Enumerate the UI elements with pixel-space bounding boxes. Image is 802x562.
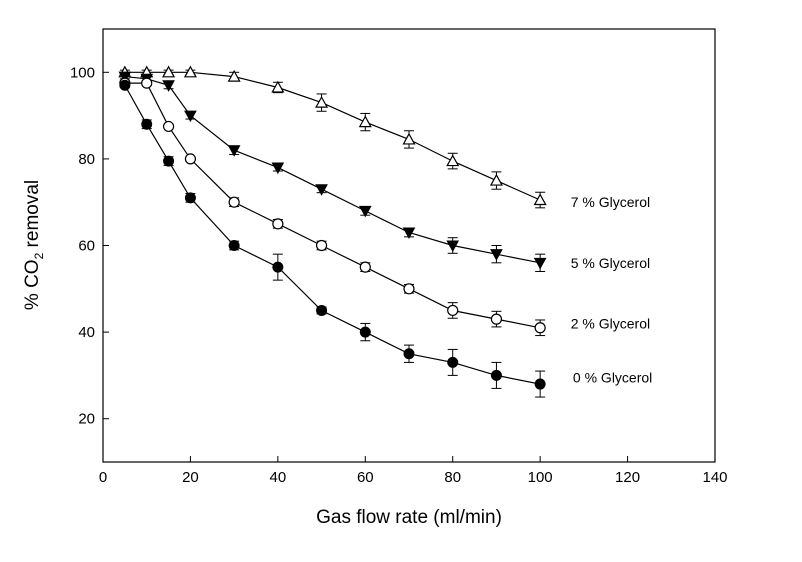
- marker-2-1: [141, 77, 153, 89]
- marker-0-10: [489, 173, 503, 186]
- marker-1-8: [402, 227, 416, 240]
- marker-0-11: [533, 193, 547, 206]
- error-bars: [119, 69, 546, 398]
- x-tick-label-3: 60: [357, 469, 374, 486]
- marker-1-11: [533, 257, 547, 270]
- marker-0-8: [402, 132, 416, 145]
- series-label-0: 7 % Glycerol: [571, 194, 650, 210]
- marker-1-9: [446, 240, 460, 253]
- y-axis-label-subscript: 2: [32, 252, 46, 259]
- marker-1-3: [184, 110, 197, 123]
- marker-1-0: [118, 71, 132, 84]
- series-label-1: 5 % Glycerol: [571, 255, 650, 271]
- series-label-3: 0 % Glycerol: [573, 370, 652, 386]
- marker-3-8: [403, 348, 415, 360]
- series-line-2: [124, 82, 541, 329]
- marker-2-3: [184, 153, 197, 165]
- x-axis-label: Gas flow rate (ml/min): [316, 507, 502, 528]
- marker-0-3: [183, 65, 197, 78]
- series-line-3: [124, 85, 541, 385]
- y-tick-label-4: 100: [70, 64, 95, 81]
- marker-1-7: [358, 205, 372, 218]
- marker-2-9: [447, 304, 459, 317]
- series-label-2: 2 % Glycerol: [571, 315, 650, 331]
- x-tick-label-7: 140: [702, 469, 727, 486]
- marker-0-4: [227, 69, 241, 82]
- series-line-0: [124, 71, 541, 201]
- marker-2-5: [272, 218, 284, 230]
- marker-3-5: [272, 261, 284, 273]
- x-tick-label-2: 40: [270, 469, 287, 486]
- y-tick-label-2: 60: [78, 238, 95, 255]
- marker-3-7: [359, 326, 371, 338]
- x-tick-label-4: 80: [444, 469, 461, 486]
- x-tick-label-6: 120: [615, 469, 640, 486]
- marker-2-8: [403, 283, 415, 295]
- marker-2-4: [228, 196, 240, 208]
- marker-3-4: [228, 240, 240, 251]
- marker-0-2: [162, 65, 176, 78]
- series-labels: 7 % Glycerol 5 % Glycerol 2 % Glycerol 0 % …: [571, 194, 653, 385]
- marker-2-10: [490, 313, 503, 325]
- y-axis-label-rest: removal: [22, 180, 43, 253]
- x-tick-label-1: 20: [182, 469, 199, 486]
- marker-1-2: [162, 80, 175, 92]
- marker-3-0: [119, 79, 131, 91]
- marker-3-11: [534, 378, 546, 390]
- marker-0-7: [358, 115, 372, 128]
- marker-0-9: [446, 154, 460, 167]
- y-tick-label-1: 40: [78, 324, 95, 341]
- marker-3-6: [316, 304, 328, 316]
- marker-3-2: [163, 155, 175, 167]
- marker-0-6: [315, 95, 329, 108]
- marker-2-11: [534, 322, 546, 334]
- marker-2-7: [359, 261, 371, 273]
- y-axis-ticks: 20 40 60 80 100: [70, 64, 109, 428]
- marker-2-2: [162, 120, 175, 133]
- marker-2-6: [315, 239, 328, 252]
- marker-1-5: [271, 162, 285, 175]
- marker-1-6: [315, 184, 328, 196]
- marker-3-9: [447, 356, 459, 368]
- y-tick-label-3: 80: [78, 151, 95, 168]
- y-axis-label: % CO2 removal: [22, 180, 46, 310]
- y-tick-label-0: 20: [78, 411, 95, 428]
- marker-0-5: [271, 80, 285, 93]
- series-line-1: [124, 76, 541, 264]
- marker-1-10: [490, 249, 503, 261]
- x-axis-ticks: 0 20 40 60 80 100 120 140: [99, 456, 728, 486]
- marker-1-4: [227, 145, 241, 157]
- marker-3-3: [184, 192, 196, 204]
- marker-3-10: [490, 369, 502, 381]
- series-markers: [118, 65, 547, 390]
- y-axis-label-main: % CO: [22, 259, 43, 310]
- x-tick-label-0: 0: [99, 469, 107, 486]
- x-tick-label-5: 100: [528, 469, 553, 486]
- marker-3-1: [141, 118, 153, 130]
- plot-frame: [102, 28, 716, 463]
